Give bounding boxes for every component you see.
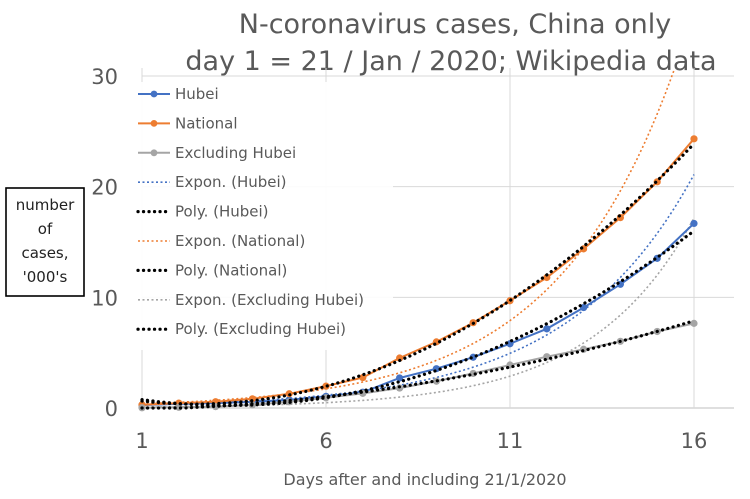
- data-point: [690, 319, 698, 327]
- y-axis-label-box: [5, 187, 85, 297]
- data-point: [543, 273, 551, 282]
- chart-title-line-1: N-coronavirus cases, China only: [239, 9, 671, 40]
- x-axis-ticks: 1 6 11 16: [135, 429, 707, 453]
- x-tick-label: 11: [497, 429, 524, 453]
- x-tick-label: 1: [135, 429, 148, 453]
- legend-swatch-marker: [150, 120, 158, 127]
- legend-label: Poly. (Excluding Hubei): [175, 320, 346, 338]
- y-axis-ticks: 0 10 20 30: [91, 65, 118, 421]
- y-tick-label: 20: [91, 176, 118, 200]
- y-axis-label-line: '000's: [23, 268, 68, 286]
- polynomial-trendline: [140, 142, 696, 406]
- series-line: [141, 138, 695, 406]
- x-tick-label: 6: [319, 429, 332, 453]
- x-tick-label: 16: [681, 429, 708, 453]
- polynomial-trendline: [140, 319, 696, 410]
- y-axis-label-line: number: [16, 196, 75, 214]
- data-point: [543, 325, 551, 333]
- legend-swatch-marker: [150, 90, 158, 98]
- y-axis-label-line: cases,: [21, 244, 68, 262]
- data-point: [690, 135, 698, 143]
- x-axis-label: Days after and including 21/1/2020: [283, 470, 566, 489]
- legend-swatch-marker: [150, 149, 158, 157]
- y-axis-label-line: of: [38, 220, 53, 238]
- y-axis-label: number of cases, '000's: [16, 196, 75, 286]
- data-point: [690, 219, 698, 228]
- data-point: [396, 374, 404, 382]
- chart-title-line-2: day 1 = 21 / Jan / 2020; Wikipedia data: [185, 46, 716, 77]
- legend-label: Expon. (National): [175, 232, 305, 250]
- legend-label: Poly. (National): [175, 261, 287, 279]
- y-tick-label: 0: [105, 397, 118, 421]
- legend-label: Excluding Hubei: [175, 144, 296, 162]
- y-tick-label: 30: [91, 65, 118, 89]
- legend: Hubei National Excluding Hubei Expon. (Hube…: [131, 82, 393, 350]
- exponential-trendline: [142, 217, 695, 408]
- legend-label: National: [175, 114, 238, 132]
- data-point: [396, 354, 404, 362]
- legend-label: Poly. (Hubei): [175, 203, 269, 221]
- plot-area: [138, 70, 698, 412]
- y-tick-label: 10: [91, 286, 118, 310]
- legend-label: Expon. (Hubei): [175, 173, 287, 191]
- legend-label: Hubei: [175, 85, 219, 103]
- legend-background: [131, 82, 393, 350]
- legend-label: Expon. (Excluding Hubei): [175, 291, 364, 309]
